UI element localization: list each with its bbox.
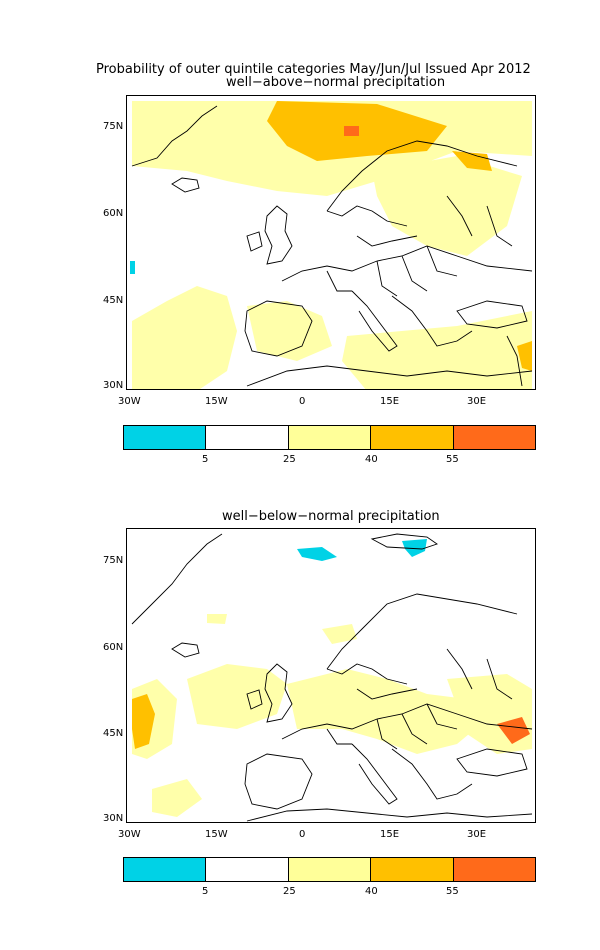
coast-balkans <box>391 295 473 347</box>
panel1-colorbar-label-25: 25 <box>283 454 296 465</box>
coast2-greenland <box>131 533 223 625</box>
above-region-red-spot <box>344 126 359 136</box>
panel1-colorbar-label-5: 5 <box>202 454 209 465</box>
panel1-map <box>126 95 536 390</box>
coast2-iberia <box>244 753 313 810</box>
colorbar-orange-segment <box>371 426 454 449</box>
below-region-central-europe <box>287 669 487 754</box>
colorbar2-white-segment <box>206 858 289 881</box>
panel2-lat-tick-75n: 75N <box>103 555 124 566</box>
panel2-subtitle: well−below−normal precipitation <box>222 509 440 524</box>
above-region-scandinavia <box>372 156 522 256</box>
above-region-baltic-orange <box>452 151 492 171</box>
panel2-lat-tick-60n: 60N <box>103 642 124 653</box>
border2-inner-1 <box>326 703 458 750</box>
panel2-lat-tick-45n: 45N <box>103 728 124 739</box>
colorbar-white-segment <box>206 426 289 449</box>
panel2-lon-tick-15e: 15E <box>380 829 400 840</box>
below-region-east-orange <box>497 717 530 744</box>
above-region-balkans <box>342 311 532 389</box>
colorbar2-yellow-segment <box>288 858 372 881</box>
coast2-iceland <box>171 642 200 658</box>
panel2-colorbar-label-25: 25 <box>283 886 296 897</box>
coast-norway-south <box>326 205 408 227</box>
panel2-colorbar-label-5: 5 <box>202 886 209 897</box>
colorbar-yellow-segment <box>288 426 372 449</box>
below-region-east <box>447 674 532 754</box>
coast2-blacksea <box>456 748 528 777</box>
coast-mideast <box>506 335 523 387</box>
below-region-atlantic-orange <box>132 694 155 749</box>
border-inner-1 <box>326 245 458 297</box>
below-region-atlantic-mid <box>187 664 287 729</box>
panel1-lat-tick-30n: 30N <box>103 380 124 391</box>
coast2-norway-south <box>326 663 408 685</box>
border2-inner-2 <box>356 648 513 700</box>
panel1-lon-tick-30e: 30E <box>467 396 487 407</box>
panel1-lat-tick-75n: 75N <box>103 121 124 132</box>
coast-iceland <box>171 177 200 193</box>
panel2-colorbar-label-40: 40 <box>365 886 378 897</box>
panel1-lon-tick-15w: 15W <box>205 396 228 407</box>
below-region-cyan-novaya <box>402 539 427 557</box>
colorbar2-cyan-segment <box>124 858 207 881</box>
above-region-mideast-orange <box>517 341 532 371</box>
panel2-lon-tick-15w: 15W <box>205 829 228 840</box>
panel2-colorbar <box>123 857 536 882</box>
panel1-colorbar-label-55: 55 <box>446 454 459 465</box>
coast-ireland <box>246 231 263 252</box>
coast-continent <box>281 245 533 282</box>
coast2-arctic-island <box>370 533 438 550</box>
panel2-map-svg <box>131 533 533 822</box>
coast-greenland <box>131 105 218 167</box>
below-region-north-sea <box>207 614 227 624</box>
colorbar-redorange-segment <box>453 426 536 449</box>
colorbar-cyan-segment <box>124 426 207 449</box>
colorbar2-orange-segment <box>371 858 454 881</box>
panel2-lon-tick-30e: 30E <box>467 829 487 840</box>
coast2-ireland <box>246 689 263 710</box>
below-region-atlantic-south <box>152 779 202 817</box>
panel1-lon-tick-15e: 15E <box>380 396 400 407</box>
above-region-cyan-spot <box>130 261 135 274</box>
coast2-africa <box>246 808 533 822</box>
coast-africa <box>246 365 533 387</box>
coast-britain <box>264 205 293 265</box>
border-inner-2 <box>356 195 513 247</box>
panel2-lon-tick-0: 0 <box>299 829 306 840</box>
coast2-britain <box>264 663 293 723</box>
panel1-colorbar <box>123 425 536 450</box>
coast-italy <box>351 290 398 352</box>
panel2-lat-tick-30n: 30N <box>103 813 124 824</box>
colorbar2-redorange-segment <box>453 858 536 881</box>
panel1-map-svg <box>130 101 533 389</box>
panel1-lon-tick-30w: 30W <box>118 396 141 407</box>
below-region-cyan-arctic <box>297 547 337 561</box>
coast-blacksea <box>456 300 528 329</box>
above-region-iberia <box>247 301 332 361</box>
main-title: Probability of outer quintile categories… <box>96 62 531 77</box>
panel2-map <box>126 528 536 823</box>
panel2-colorbar-label-55: 55 <box>446 886 459 897</box>
coast2-continent <box>281 703 533 740</box>
coast2-italy <box>351 743 398 805</box>
panel1-subtitle: well−above−normal precipitation <box>226 75 446 90</box>
panel1-lat-tick-45n: 45N <box>103 295 124 306</box>
panel1-lon-tick-0: 0 <box>299 396 306 407</box>
coast2-balkans <box>391 748 473 800</box>
above-region-atlantic <box>132 286 237 389</box>
panel2-lon-tick-30w: 30W <box>118 829 141 840</box>
below-region-norway <box>322 624 357 644</box>
coast-iberia <box>244 300 313 357</box>
panel1-colorbar-label-40: 40 <box>365 454 378 465</box>
coast2-scandinavia <box>326 593 518 670</box>
panel1-lat-tick-60n: 60N <box>103 208 124 219</box>
coast-scandinavia <box>326 140 518 212</box>
